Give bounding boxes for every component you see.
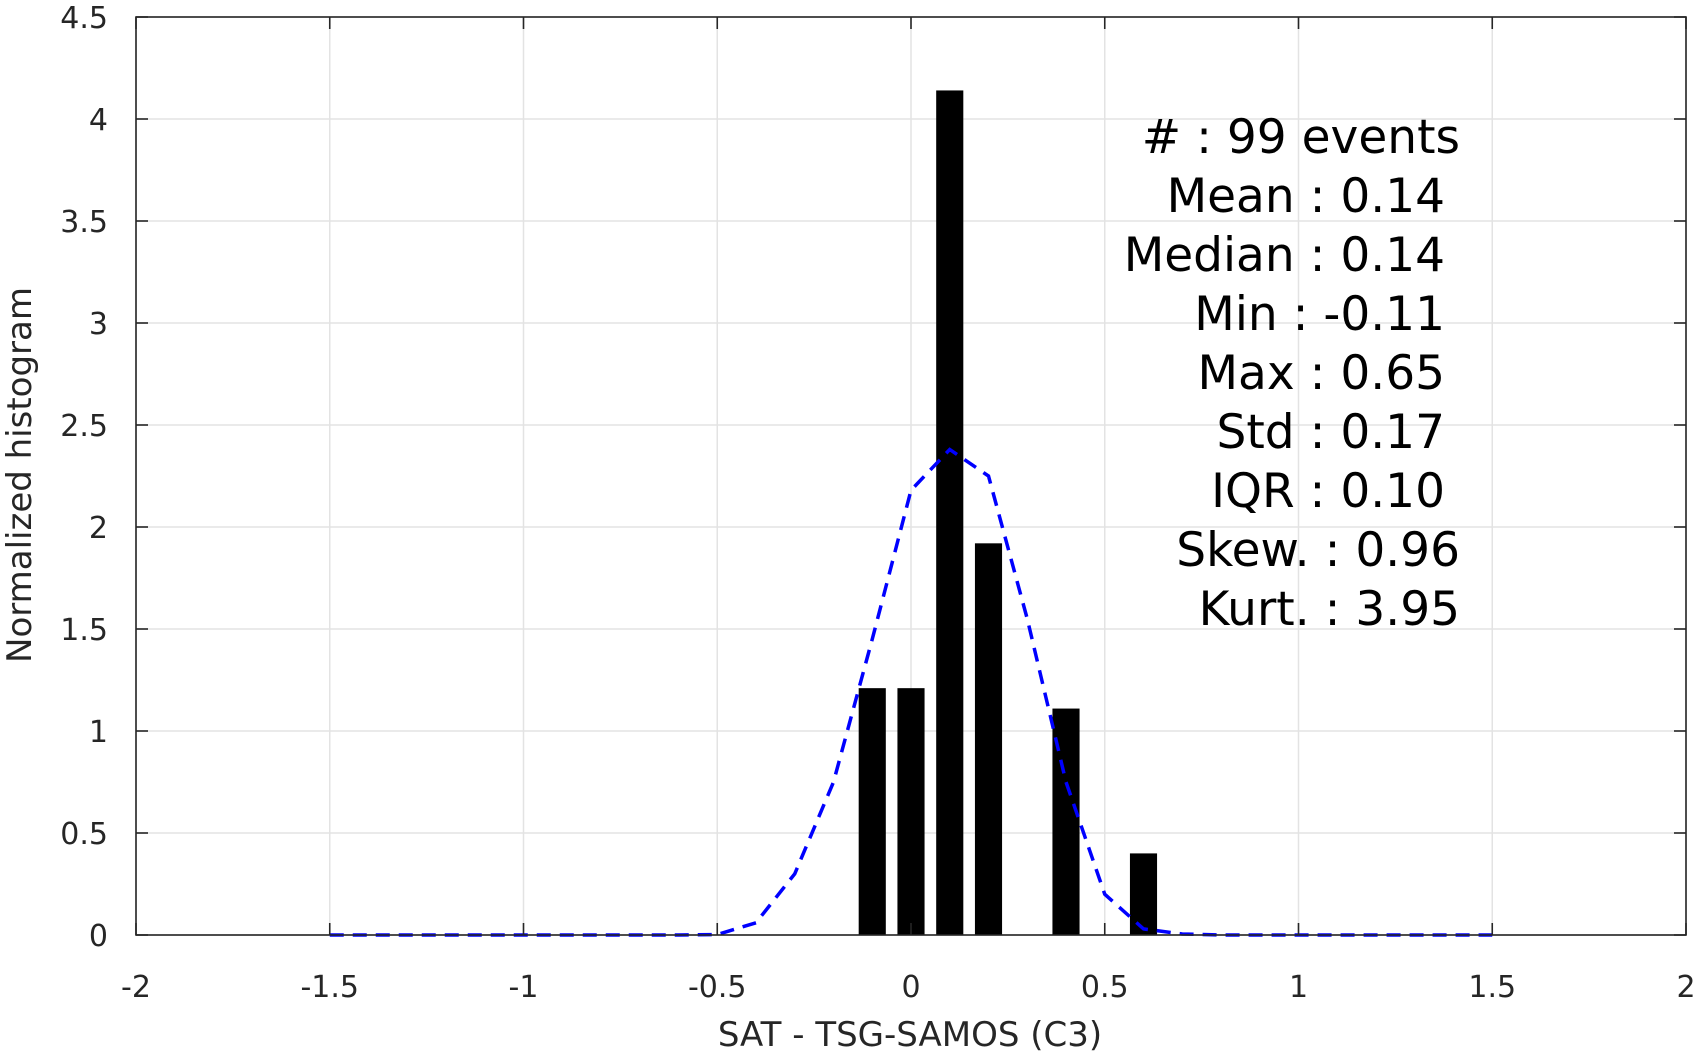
y-tick-label: 3 [89, 307, 108, 342]
y-axis-label: Normalized histogram [0, 287, 40, 663]
axes-box [135, 16, 1687, 936]
x-axis-label: SAT - TSG-SAMOS (C3) [718, 1015, 1102, 1053]
x-tick-label: 0 [901, 970, 920, 1005]
tick-labels: -2 -1.5 -1 -0.5 0 0.5 1 1.5 2 0 0.5 1 1.5 2 2.5 3 3.5 4 4.… [60, 1, 1695, 1005]
stats-line: Median : 0.14 [1124, 228, 1445, 283]
x-tick-label: -1.5 [300, 970, 359, 1005]
y-tick-label: 0 [89, 919, 108, 954]
stats-line: Max : 0.65 [1197, 346, 1445, 401]
stats-line: IQR : 0.10 [1211, 464, 1445, 519]
x-tick-label: -2 [121, 970, 151, 1005]
stats-line: Mean : 0.14 [1167, 169, 1445, 224]
y-tick-label: 2 [89, 511, 108, 546]
grid-lines [135, 16, 1687, 936]
histogram-bars [858, 90, 1158, 935]
x-tick-label: -0.5 [688, 970, 747, 1005]
stats-line: Min : -0.11 [1194, 287, 1445, 342]
histogram-bar [936, 90, 964, 935]
x-tick-label: 2 [1676, 970, 1695, 1005]
y-tick-label: 0.5 [60, 817, 108, 852]
x-tick-label: 0.5 [1081, 970, 1129, 1005]
stats-line: Std : 0.17 [1217, 405, 1445, 460]
y-tick-label: 2.5 [60, 409, 108, 444]
y-tick-label: 1.5 [60, 613, 108, 648]
x-tick-label: 1 [1289, 970, 1308, 1005]
y-tick-label: 4.5 [60, 1, 108, 36]
x-tick-label: 1.5 [1468, 970, 1516, 1005]
stats-line: Kurt. : 3.95 [1199, 582, 1460, 637]
stats-line: Skew. : 0.96 [1176, 523, 1460, 578]
histogram-bar [974, 543, 1003, 935]
y-tick-label: 3.5 [60, 205, 108, 240]
histogram-bar [1129, 853, 1158, 935]
histogram-bar [858, 688, 886, 935]
y-tick-label: 4 [89, 103, 108, 138]
stats-line: # : 99 events [1142, 110, 1460, 165]
x-tick-label: -1 [509, 970, 539, 1005]
histogram-bar [897, 688, 925, 935]
y-tick-label: 1 [89, 715, 108, 750]
